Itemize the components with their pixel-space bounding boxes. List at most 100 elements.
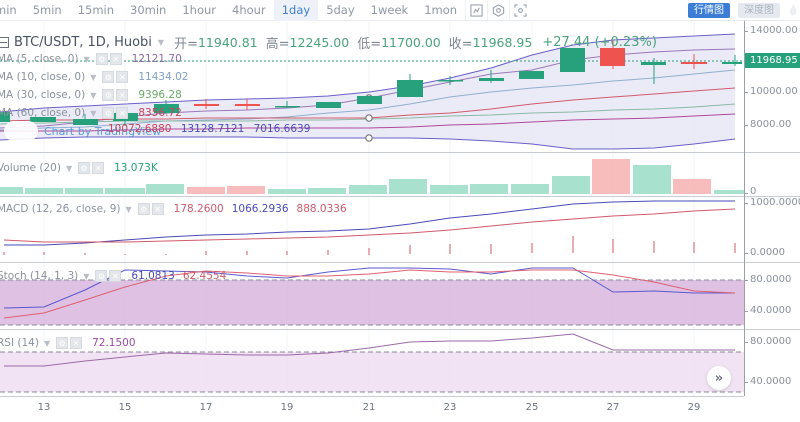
close-icon[interactable]: ✕ [109,53,122,65]
legend-macd: MACD (12, 26, close, 9) ▼ ⚙ ✕ 178.2600 1… [0,203,347,215]
settings-icon[interactable]: ⚙ [78,162,91,174]
close-icon[interactable]: ✕ [116,89,129,101]
timeframe-1day[interactable]: 1day [273,0,319,21]
macd-value: 1066.2936 [231,203,289,215]
stoch-label[interactable]: Stoch (14, 1, 3) [0,270,79,282]
close-icon[interactable]: ✕ [151,203,164,215]
chevron-down-icon[interactable]: ▼ [90,90,97,100]
volume-axis-label: 0 [750,186,757,197]
tradingview-watermark[interactable]: Chart by TradingView [4,121,161,141]
close-icon[interactable]: ✕ [92,162,105,174]
tab-kline-chart[interactable]: 行情图 [688,2,730,18]
ma5-label[interactable]: MA (5, close, 0) [0,53,79,65]
chevron-down-icon[interactable]: ▼ [65,163,73,173]
axis-tick [744,311,748,312]
close-icon[interactable]: ✕ [116,71,129,83]
time-axis-label: 21 [362,402,376,413]
chevron-down-icon[interactable]: ▼ [90,108,97,118]
macd-axis-label: 1000.0000 [750,197,800,208]
chevron-down-icon[interactable]: ▼ [43,338,51,348]
axis-tick [744,342,748,343]
change-value: +27.44 (+0.23%) [542,35,657,50]
close-icon[interactable]: ✕ [70,337,83,349]
pane-separator[interactable] [0,262,800,263]
legend-ma30: MA (30, close, 0) ▼ ⚙ ✕ 9396.28 [0,89,182,101]
timeframe-15min[interactable]: 15min [77,2,115,17]
rsi-label[interactable]: RSI (14) [0,337,39,349]
macd-histogram-value: 178.2600 [173,203,224,215]
legend-bb: 10072.6880 13128.7121 7016.6639 [108,123,310,135]
price-axis-label: 8000.00 [750,119,792,130]
pane-separator[interactable] [0,196,800,197]
close-icon[interactable]: ✕ [116,107,129,119]
rsi-axis-label: 40.0000 [750,376,792,387]
axis-tick [744,382,748,383]
timeframe-1min[interactable]: min [0,2,17,17]
watermark-text: Chart by TradingView [44,124,162,138]
legend-ma10: MA (10, close, 0) ▼ ⚙ ✕ 11434.02 [0,71,188,83]
legend-ma5: MA (5, close, 0) ▼ ⚙ ✕ 12121.70 [0,53,182,65]
ma30-value: 9396.28 [138,89,182,101]
collapse-icon[interactable] [0,37,9,48]
axis-tick [744,203,748,204]
chevron-down-icon[interactable]: ▼ [90,72,97,82]
timeframe-5min[interactable]: 5min [32,2,62,17]
scroll-to-realtime-button[interactable]: » [707,366,731,390]
timeframe-5day[interactable]: 5day [326,2,355,17]
flame-icon [789,4,797,16]
close-icon[interactable]: ✕ [109,270,122,282]
axis-tick [744,193,748,194]
macd-signal-line [3,208,736,243]
timeframe-4hour[interactable]: 4hour [232,2,266,17]
symbol-title[interactable]: BTC/USDT, 1D, Huobi [14,35,152,50]
chevron-down-icon[interactable]: ▼ [157,38,165,47]
rsi-band [0,352,744,392]
macd-line [4,200,735,246]
chart-type-button[interactable] [465,0,487,21]
settings-icon[interactable]: ⚙ [102,71,115,83]
chevron-down-icon[interactable]: ▼ [83,54,90,64]
macd-label[interactable]: MACD (12, 26, close, 9) [0,203,121,215]
volume-label[interactable]: Volume (20) [0,162,61,174]
chart-type-icon [470,3,483,17]
settings-icon[interactable]: ⚙ [102,107,115,119]
screenshot-button[interactable] [509,0,531,21]
time-axis-label: 15 [118,402,132,413]
settings-button[interactable] [487,0,509,21]
settings-icon[interactable]: ⚙ [102,89,115,101]
settings-icon[interactable]: ⚙ [95,53,108,65]
timeframe-1mon[interactable]: 1mon [424,2,458,17]
rsi-line [4,333,735,367]
macd-signal-value: 888.0336 [296,203,347,215]
tab-depth-chart[interactable]: 深度图 [738,2,780,18]
macd-histogram [3,236,736,255]
settings-icon[interactable]: ⚙ [56,337,69,349]
open-label: 开= [174,37,198,52]
timeframe-30min[interactable]: 30min [130,2,167,17]
close-value: 11968.95 [472,35,533,50]
axis-tick [744,31,748,32]
chevron-down-icon[interactable]: ▼ [125,204,132,214]
chevron-down-icon[interactable]: ▼ [83,271,90,281]
screenshot-icon [514,3,527,17]
ma10-value: 11434.02 [138,71,189,83]
rsi-value: 72.1500 [92,337,136,349]
settings-icon[interactable]: ⚙ [95,270,108,282]
pane-separator [0,396,744,397]
volume-value: 13.073K [114,162,158,174]
ma10-label[interactable]: MA (10, close, 0) [0,71,86,83]
pane-separator[interactable] [0,152,800,153]
timeframe-1week[interactable]: 1week [370,2,409,17]
ma60-label[interactable]: MA (60, close, 0) [0,107,86,119]
settings-icon[interactable]: ⚙ [137,203,150,215]
pane-separator[interactable] [0,329,800,330]
low-value: 11700.00 [381,35,441,50]
stoch-axis-label: 40.0000 [750,305,792,316]
time-axis-label: 17 [199,402,213,413]
timeframe-1hour[interactable]: 1hour [182,2,217,17]
time-axis-label: 13 [37,402,51,413]
ma30-label[interactable]: MA (30, close, 0) [0,89,86,101]
time-axis-label: 29 [687,402,701,413]
